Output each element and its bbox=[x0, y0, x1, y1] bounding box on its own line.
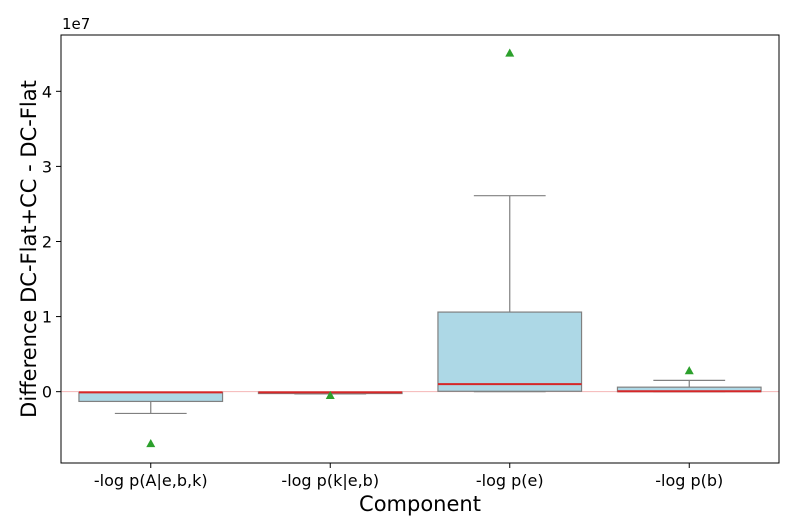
x-tick-label: -log p(k|e,b) bbox=[281, 471, 379, 490]
box-iqr bbox=[437, 311, 583, 392]
x-tick-label: -log p(b) bbox=[655, 471, 723, 490]
y-tick-label: 4 bbox=[42, 82, 52, 101]
y-scale-label: 1e7 bbox=[62, 15, 90, 33]
y-tick-label: 3 bbox=[42, 157, 52, 176]
box-iqr bbox=[78, 391, 224, 403]
x-axis-label: Component bbox=[359, 492, 481, 516]
y-tick-label: 0 bbox=[42, 383, 52, 402]
y-axis-label: Difference DC-Flat+CC - DC-Flat bbox=[17, 80, 41, 418]
box-group bbox=[78, 391, 224, 415]
y-tick-label: 2 bbox=[42, 232, 52, 251]
mean-marker bbox=[684, 366, 694, 375]
box-group bbox=[437, 195, 583, 393]
y-tick-label: 1 bbox=[42, 308, 52, 327]
x-tick-label: -log p(A|e,b,k) bbox=[94, 471, 208, 490]
box-group bbox=[616, 379, 762, 393]
x-tick-label: -log p(e) bbox=[476, 471, 544, 490]
mean-marker bbox=[505, 48, 515, 57]
mean-marker bbox=[325, 390, 335, 400]
plot-frame bbox=[60, 34, 780, 464]
mean-marker bbox=[146, 438, 156, 448]
